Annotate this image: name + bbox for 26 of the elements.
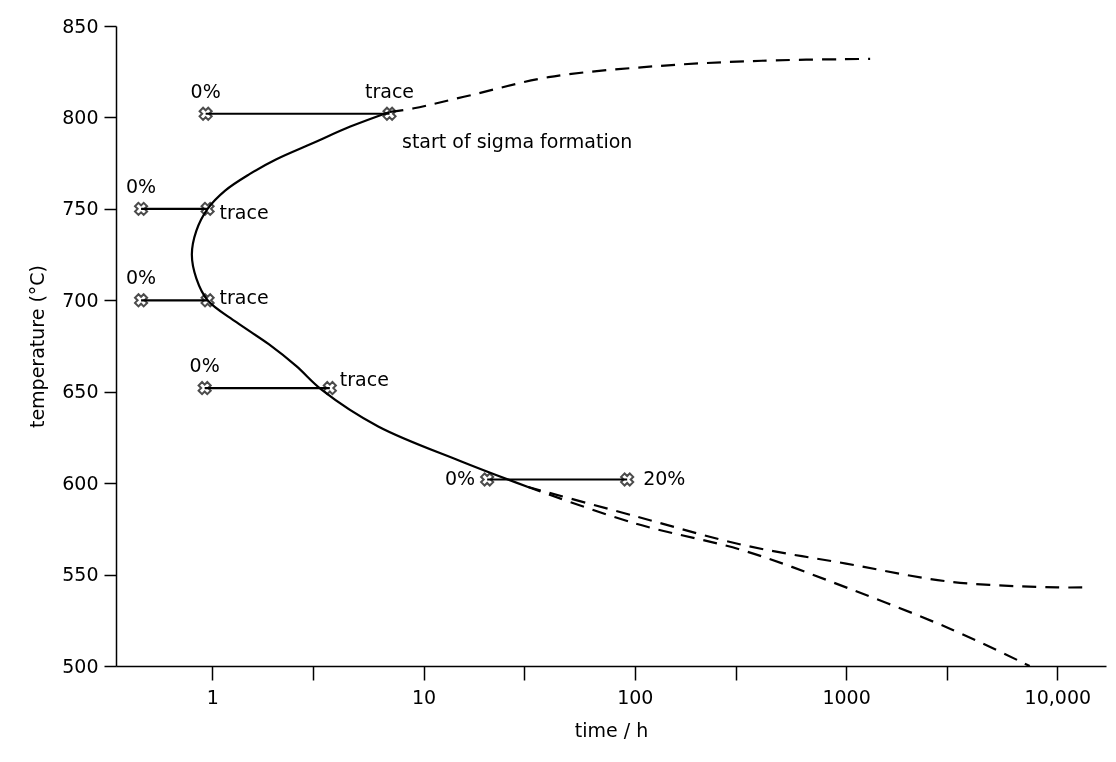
annotation: start of sigma formation — [402, 130, 633, 152]
annotation: 0% — [126, 174, 157, 197]
y-axis-title: temperature (°C) — [26, 264, 49, 429]
annotation: 0% — [190, 79, 221, 102]
x-axis-title: time / h — [574, 718, 649, 741]
y-tick-label: 850 — [62, 14, 99, 37]
y-tick-label: 600 — [62, 471, 99, 494]
annotation: trace — [219, 200, 269, 223]
x-tick-label: 1000 — [822, 685, 871, 708]
y-tick-label: 500 — [62, 654, 99, 677]
annotation: 0% — [445, 467, 476, 490]
x-tick-label: 1 — [206, 685, 219, 708]
annotation: 0% — [126, 266, 157, 289]
annotation: 0% — [189, 354, 220, 377]
annotation: 20% — [643, 467, 686, 490]
annotation: trace — [219, 286, 269, 309]
y-tick-label: 550 — [62, 563, 99, 586]
x-tick-label: 100 — [617, 685, 654, 708]
x-tick-label: 10 — [411, 685, 437, 708]
y-tick-label: 800 — [62, 105, 99, 128]
y-tick-label: 750 — [62, 197, 99, 220]
x-tick-label: 10,000 — [1024, 685, 1092, 708]
annotation: trace — [365, 79, 415, 102]
y-tick-label: 700 — [62, 288, 99, 311]
annotation: trace — [339, 368, 389, 391]
y-tick-label: 650 — [62, 380, 99, 403]
